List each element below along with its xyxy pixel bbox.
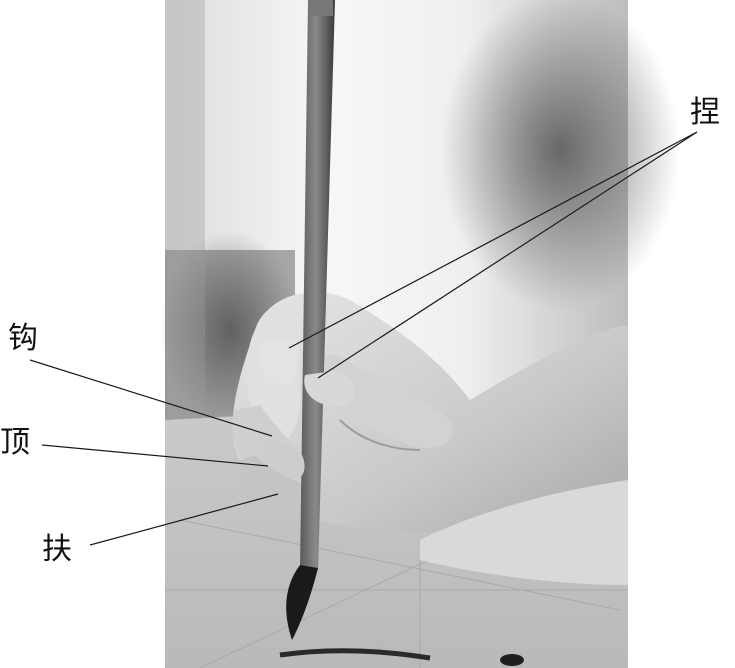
leader-fu <box>89 493 279 546</box>
label-nie: 捏 <box>690 95 720 130</box>
label-ding: 顶 <box>0 425 30 460</box>
fingertips-over-brush <box>259 340 355 479</box>
leader-gou <box>29 359 273 437</box>
leader-nie-thumb <box>317 131 698 379</box>
label-gou: 钩 <box>8 321 38 356</box>
calligraphy-brush <box>286 0 335 640</box>
leader-ding <box>41 444 269 467</box>
label-fu: 扶 <box>42 532 72 567</box>
leader-lines <box>29 131 698 546</box>
leader-nie-index <box>288 131 698 349</box>
